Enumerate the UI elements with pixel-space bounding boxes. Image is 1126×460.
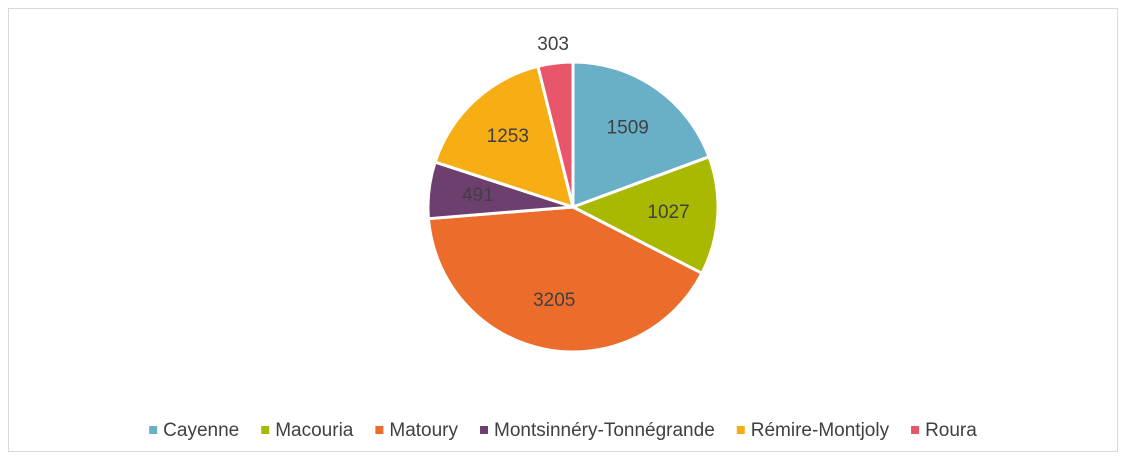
legend-label: Macouria: [275, 420, 354, 441]
data-label: 303: [537, 34, 569, 55]
pie-slice: [536, 60, 575, 208]
legend-marker: [480, 426, 489, 434]
data-label: 3205: [533, 290, 575, 311]
pie-slice: [426, 205, 704, 354]
data-label: 1253: [487, 126, 529, 147]
legend-marker: [149, 426, 158, 434]
pie-slice: [569, 154, 720, 276]
legend-marker: [375, 426, 384, 434]
legend-label: Rémire-Montjoly: [751, 420, 890, 441]
legend-marker: [261, 426, 270, 434]
data-label: 491: [462, 185, 494, 206]
legend-label: Montsinnéry-Tonnégrande: [494, 420, 715, 441]
pie-slice: [571, 60, 711, 210]
legend-marker: [911, 426, 920, 434]
pie-slice: [433, 64, 576, 210]
data-label: 1509: [607, 118, 649, 139]
legend-label: Cayenne: [163, 420, 239, 441]
legend-label: Roura: [925, 420, 977, 441]
legend-label: Matoury: [389, 420, 458, 441]
legend-marker: [736, 426, 745, 434]
data-label: 1027: [647, 202, 689, 223]
